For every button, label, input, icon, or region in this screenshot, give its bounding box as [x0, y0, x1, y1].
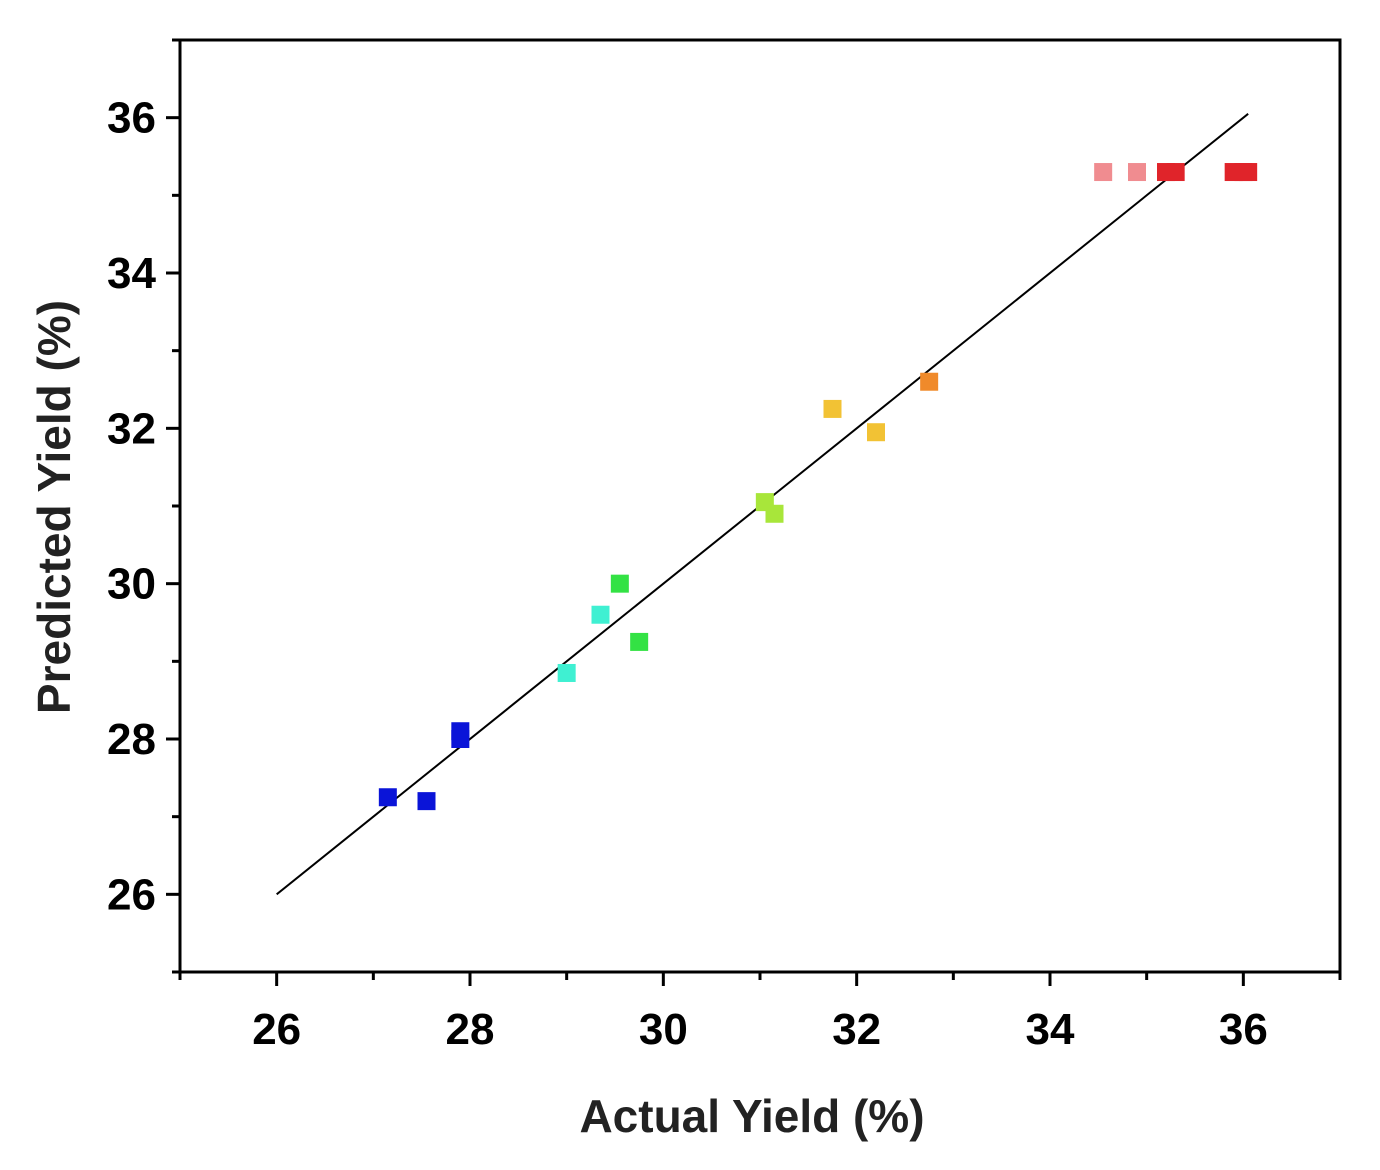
data-point	[920, 372, 939, 391]
data-point	[451, 722, 470, 741]
data-point	[378, 788, 397, 807]
data-point	[630, 632, 649, 651]
y-tick-label: 26	[107, 870, 156, 919]
data-point	[765, 504, 784, 523]
x-axis-title: Actual Yield (%)	[579, 1090, 924, 1142]
tick-labels: 26 28 30 32 34 36 26 28 30 32 34 36	[107, 94, 1268, 1054]
data-point	[557, 663, 576, 682]
data-point	[610, 574, 629, 593]
data-point	[823, 399, 842, 418]
x-tick-label: 26	[252, 1005, 301, 1054]
y-tick-label: 28	[107, 715, 156, 764]
y-tick-label: 36	[107, 94, 156, 143]
x-tick-label: 28	[446, 1005, 495, 1054]
plot-frame	[178, 38, 1342, 974]
data-point	[867, 423, 885, 442]
data-point	[417, 792, 436, 811]
x-tick-label: 32	[832, 1005, 881, 1054]
y-axis-title: Predicted Yield (%)	[28, 300, 80, 714]
data-point	[1166, 163, 1185, 182]
data-point	[1094, 163, 1113, 182]
data-point	[1128, 163, 1146, 182]
y-tick-label: 30	[107, 560, 156, 609]
y-tick-label: 32	[107, 404, 156, 453]
x-tick-label: 36	[1219, 1005, 1268, 1054]
data-point	[1239, 163, 1258, 182]
x-tick-label: 30	[639, 1005, 688, 1054]
y-tick-label: 34	[107, 249, 156, 298]
data-points	[378, 163, 1258, 811]
x-tick-label: 34	[1026, 1005, 1075, 1054]
data-point	[591, 605, 610, 624]
